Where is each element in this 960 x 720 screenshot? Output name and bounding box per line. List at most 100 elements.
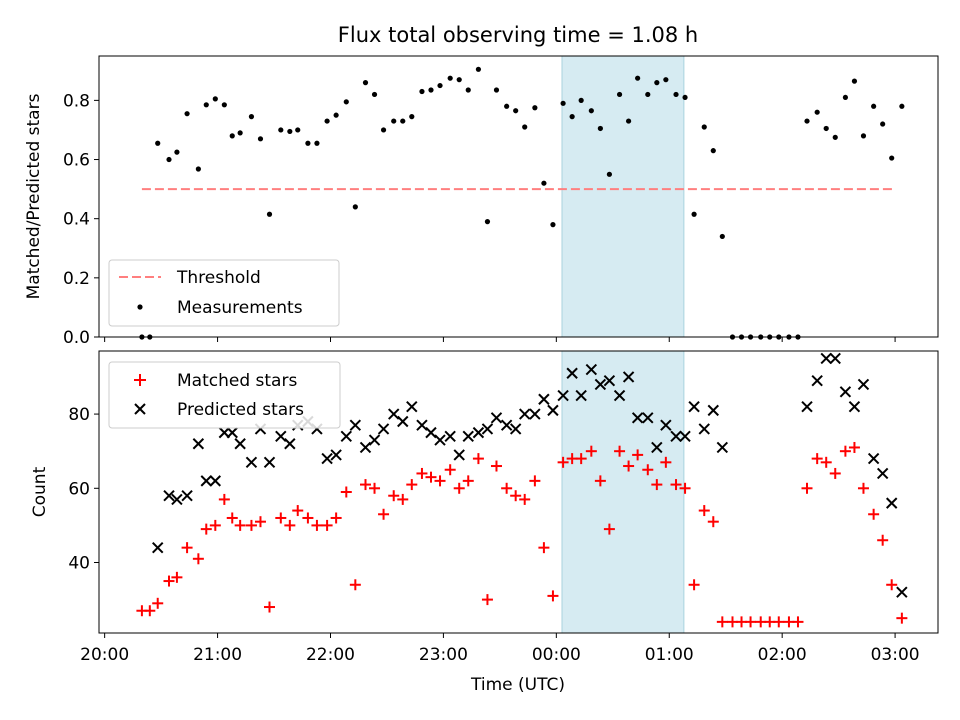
predicted-point bbox=[275, 430, 287, 443]
predicted-mark-b bbox=[340, 430, 353, 443]
predicted-mark-b bbox=[716, 441, 729, 454]
measurement-point bbox=[569, 114, 575, 120]
matched-point bbox=[434, 475, 446, 487]
measurement-point bbox=[550, 222, 556, 228]
x-tick-label: 00:00 bbox=[532, 645, 581, 665]
predicted-mark-b bbox=[876, 467, 889, 480]
matched-point bbox=[623, 460, 635, 472]
legend-threshold-label: Threshold bbox=[176, 268, 261, 288]
predicted-mark-b bbox=[660, 419, 672, 431]
predicted-mark-b bbox=[631, 412, 644, 424]
predicted-mark-b bbox=[529, 408, 541, 420]
measurement-point bbox=[437, 82, 443, 89]
y-tick-label: 60 bbox=[68, 479, 90, 499]
predicted-mark-b bbox=[575, 389, 587, 402]
measurement-point bbox=[673, 91, 679, 98]
matched-point bbox=[557, 456, 569, 468]
y-tick-label: 40 bbox=[68, 554, 90, 574]
matched-point bbox=[519, 493, 531, 505]
predicted-point bbox=[462, 430, 474, 443]
matched-point bbox=[688, 579, 700, 591]
measurement-point bbox=[823, 125, 829, 132]
predicted-point bbox=[481, 423, 494, 435]
predicted-mark-b bbox=[829, 352, 841, 365]
predicted-point bbox=[245, 456, 258, 469]
matched-point bbox=[716, 616, 728, 628]
predicted-point bbox=[163, 490, 175, 502]
matched-point bbox=[829, 467, 841, 479]
legend-matched-label: Matched stars bbox=[177, 371, 297, 391]
measurement-point bbox=[174, 149, 180, 155]
predicted-point bbox=[829, 352, 841, 365]
matched-point bbox=[472, 453, 484, 465]
measurement-point bbox=[352, 204, 358, 210]
measurement-point bbox=[597, 125, 603, 132]
x-tick-label: 03:00 bbox=[871, 645, 920, 665]
predicted-mark-b bbox=[566, 367, 578, 379]
measurement-point bbox=[682, 94, 688, 101]
matched-point bbox=[340, 486, 352, 498]
predicted-point bbox=[679, 430, 691, 443]
matched-point bbox=[226, 512, 238, 524]
predicted-point bbox=[547, 404, 559, 417]
predicted-mark-b bbox=[839, 386, 852, 398]
predicted-point bbox=[896, 586, 908, 598]
y-tick-label: 0.6 bbox=[63, 151, 90, 171]
measurement-point bbox=[710, 148, 716, 154]
legend-matched-swatch bbox=[134, 374, 146, 386]
predicted-mark-b bbox=[388, 408, 400, 420]
predicted-mark-b bbox=[622, 371, 635, 383]
predicted-mark-b bbox=[416, 419, 428, 431]
predicted-point bbox=[642, 412, 654, 424]
y-tick-label: 0.2 bbox=[63, 269, 90, 289]
predicted-point bbox=[416, 419, 428, 431]
matched-point bbox=[192, 553, 204, 565]
predicted-point bbox=[622, 371, 635, 383]
measurement-point bbox=[635, 75, 641, 81]
ratio-plot-frame bbox=[98, 55, 939, 338]
predicted-mark-b bbox=[275, 430, 287, 443]
predicted-point bbox=[876, 467, 889, 480]
matched-point bbox=[144, 605, 156, 617]
measurement-point bbox=[314, 140, 320, 146]
predicted-mark-b bbox=[406, 400, 418, 413]
predicted-mark-b bbox=[397, 415, 409, 428]
matched-point bbox=[234, 519, 246, 531]
predicted-mark-b bbox=[538, 393, 550, 405]
predicted-point bbox=[406, 400, 418, 413]
predicted-mark-b bbox=[284, 438, 296, 450]
measurement-point bbox=[195, 166, 201, 172]
matched-point bbox=[321, 519, 333, 531]
predicted-mark-b bbox=[349, 419, 362, 431]
predicted-point bbox=[234, 438, 246, 450]
measurement-point bbox=[880, 121, 886, 127]
predicted-mark-b bbox=[434, 434, 446, 446]
predicted-point bbox=[434, 434, 446, 446]
predicted-mark-b bbox=[867, 452, 880, 465]
measurement-point bbox=[456, 77, 462, 83]
predicted-point bbox=[698, 423, 710, 435]
predicted-point bbox=[152, 541, 164, 554]
chart-title: Flux total observing time = 1.08 h bbox=[338, 23, 698, 47]
matched-point bbox=[642, 464, 654, 476]
predicted-point bbox=[566, 367, 578, 379]
predicted-mark-b bbox=[500, 419, 513, 431]
predicted-mark-b bbox=[359, 441, 372, 454]
predicted-point bbox=[651, 441, 663, 454]
measurement-point bbox=[155, 140, 161, 146]
matched-point bbox=[218, 493, 230, 505]
matched-point bbox=[614, 445, 626, 457]
predicted-mark-b bbox=[594, 378, 607, 391]
predicted-mark-b bbox=[698, 423, 710, 435]
measurement-point bbox=[588, 108, 594, 114]
measurement-point bbox=[663, 77, 669, 83]
measurement-point bbox=[522, 124, 528, 130]
predicted-mark-b bbox=[603, 374, 616, 387]
count-plot-frame bbox=[98, 350, 939, 634]
predicted-mark-b bbox=[368, 434, 381, 446]
predicted-point bbox=[368, 434, 381, 446]
predicted-mark-b bbox=[181, 490, 193, 502]
matched-point bbox=[200, 523, 212, 535]
measurement-point bbox=[324, 118, 330, 124]
